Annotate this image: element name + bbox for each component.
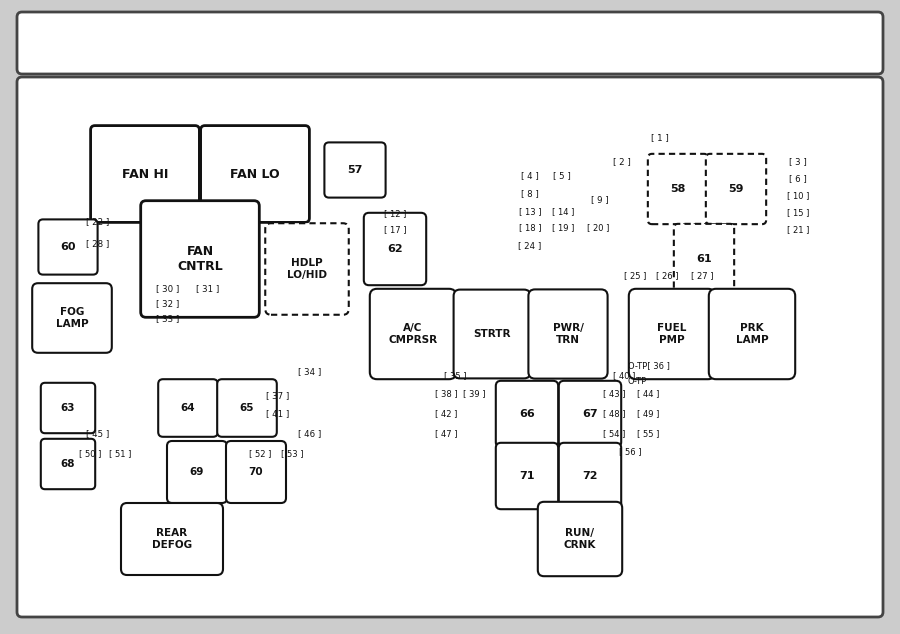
FancyBboxPatch shape xyxy=(706,154,766,224)
Text: O-TP[ 36 ]: O-TP[ 36 ] xyxy=(628,361,670,370)
Text: [ 20 ]: [ 20 ] xyxy=(587,224,609,233)
Text: [ 27 ]: [ 27 ] xyxy=(691,271,713,280)
Text: [ 26 ]: [ 26 ] xyxy=(656,271,679,280)
FancyBboxPatch shape xyxy=(370,289,456,379)
FancyBboxPatch shape xyxy=(32,283,112,353)
FancyBboxPatch shape xyxy=(40,383,95,433)
Text: [ 34 ]: [ 34 ] xyxy=(299,368,321,377)
Text: [ 2 ]: [ 2 ] xyxy=(613,157,631,167)
FancyBboxPatch shape xyxy=(559,443,621,509)
Text: [ 21 ]: [ 21 ] xyxy=(787,226,809,235)
Text: 57: 57 xyxy=(347,165,363,175)
Text: [ 6 ]: [ 6 ] xyxy=(789,174,807,183)
FancyBboxPatch shape xyxy=(201,126,310,223)
FancyBboxPatch shape xyxy=(158,379,218,437)
FancyBboxPatch shape xyxy=(454,290,530,378)
FancyBboxPatch shape xyxy=(674,224,734,294)
Text: [ 50 ]: [ 50 ] xyxy=(79,450,101,458)
Text: [ 37 ]: [ 37 ] xyxy=(266,392,290,401)
FancyBboxPatch shape xyxy=(496,443,558,509)
Text: A/C
CMPRSR: A/C CMPRSR xyxy=(389,323,437,345)
Text: [ 43 ]: [ 43 ] xyxy=(603,389,625,399)
FancyBboxPatch shape xyxy=(538,501,622,576)
Text: FOG
LAMP: FOG LAMP xyxy=(56,307,88,329)
Text: [ 41 ]: [ 41 ] xyxy=(266,410,290,418)
Text: 63: 63 xyxy=(61,403,76,413)
Text: HDLP
LO/HID: HDLP LO/HID xyxy=(287,258,327,280)
Text: [ 53 ]: [ 53 ] xyxy=(281,450,303,458)
FancyBboxPatch shape xyxy=(648,154,708,224)
Text: [ 39 ]: [ 39 ] xyxy=(463,389,485,399)
FancyBboxPatch shape xyxy=(39,219,97,275)
Text: [ 14 ]: [ 14 ] xyxy=(552,207,574,216)
Text: [ 18 ]: [ 18 ] xyxy=(518,224,541,233)
Text: 65: 65 xyxy=(239,403,254,413)
Text: PRK
LAMP: PRK LAMP xyxy=(735,323,769,345)
Text: [ 32 ]: [ 32 ] xyxy=(157,299,180,309)
FancyBboxPatch shape xyxy=(91,126,200,223)
Text: [ 47 ]: [ 47 ] xyxy=(435,429,457,439)
Text: 72: 72 xyxy=(582,471,598,481)
Text: [ 30 ]: [ 30 ] xyxy=(157,285,180,294)
Text: REAR
DEFOG: REAR DEFOG xyxy=(152,528,192,550)
Text: PWR/
TRN: PWR/ TRN xyxy=(553,323,583,345)
Text: [ 22 ]: [ 22 ] xyxy=(86,217,110,226)
Text: [ 28 ]: [ 28 ] xyxy=(86,240,110,249)
Text: 64: 64 xyxy=(181,403,195,413)
Text: FUEL
PMP: FUEL PMP xyxy=(657,323,687,345)
Text: [ 33 ]: [ 33 ] xyxy=(157,314,180,323)
Text: [ 13 ]: [ 13 ] xyxy=(518,207,541,216)
Text: [ 45 ]: [ 45 ] xyxy=(86,429,110,439)
Text: [ 5 ]: [ 5 ] xyxy=(554,172,571,181)
FancyBboxPatch shape xyxy=(629,289,716,379)
Text: [ 25 ]: [ 25 ] xyxy=(624,271,646,280)
Text: [ 17 ]: [ 17 ] xyxy=(383,226,406,235)
Text: O-TP: O-TP xyxy=(628,377,647,387)
Text: [ 51 ]: [ 51 ] xyxy=(109,450,131,458)
Text: 67: 67 xyxy=(582,409,598,419)
Text: [ 19 ]: [ 19 ] xyxy=(552,224,574,233)
FancyBboxPatch shape xyxy=(121,503,223,575)
FancyBboxPatch shape xyxy=(217,379,277,437)
Text: [ 10 ]: [ 10 ] xyxy=(787,191,809,200)
Text: [ 4 ]: [ 4 ] xyxy=(521,172,539,181)
Text: RUN/
CRNK: RUN/ CRNK xyxy=(563,528,596,550)
Text: [ 55 ]: [ 55 ] xyxy=(637,429,659,439)
FancyBboxPatch shape xyxy=(266,223,349,314)
Text: [ 48 ]: [ 48 ] xyxy=(603,410,625,418)
Text: 62: 62 xyxy=(387,244,403,254)
Text: [ 42 ]: [ 42 ] xyxy=(435,410,457,418)
Text: FAN
CNTRL: FAN CNTRL xyxy=(177,245,223,273)
FancyBboxPatch shape xyxy=(40,439,95,489)
FancyBboxPatch shape xyxy=(364,213,427,285)
FancyBboxPatch shape xyxy=(559,381,621,447)
Text: [ 52 ]: [ 52 ] xyxy=(248,450,271,458)
FancyBboxPatch shape xyxy=(709,289,796,379)
Text: [ 46 ]: [ 46 ] xyxy=(299,429,321,439)
Text: [ 40 ]: [ 40 ] xyxy=(613,372,635,380)
Text: [ 1 ]: [ 1 ] xyxy=(651,134,669,143)
Text: [ 44 ]: [ 44 ] xyxy=(637,389,659,399)
Text: 69: 69 xyxy=(190,467,204,477)
Text: [ 49 ]: [ 49 ] xyxy=(637,410,659,418)
FancyBboxPatch shape xyxy=(528,289,608,378)
Text: 70: 70 xyxy=(248,467,264,477)
Text: STRTR: STRTR xyxy=(473,329,511,339)
FancyBboxPatch shape xyxy=(324,143,385,198)
Text: [ 15 ]: [ 15 ] xyxy=(787,209,809,217)
Text: [ 54 ]: [ 54 ] xyxy=(603,429,625,439)
Text: [ 56 ]: [ 56 ] xyxy=(619,448,641,456)
Text: [ 12 ]: [ 12 ] xyxy=(383,209,406,219)
Text: [ 8 ]: [ 8 ] xyxy=(521,190,539,198)
Text: FAN HI: FAN HI xyxy=(122,167,168,181)
Text: 60: 60 xyxy=(60,242,76,252)
Text: 61: 61 xyxy=(697,254,712,264)
Text: [ 24 ]: [ 24 ] xyxy=(518,242,542,250)
Text: [ 35 ]: [ 35 ] xyxy=(444,372,466,380)
Text: 66: 66 xyxy=(519,409,535,419)
FancyBboxPatch shape xyxy=(140,201,259,317)
FancyBboxPatch shape xyxy=(167,441,227,503)
Text: 68: 68 xyxy=(61,459,76,469)
Text: FAN LO: FAN LO xyxy=(230,167,280,181)
